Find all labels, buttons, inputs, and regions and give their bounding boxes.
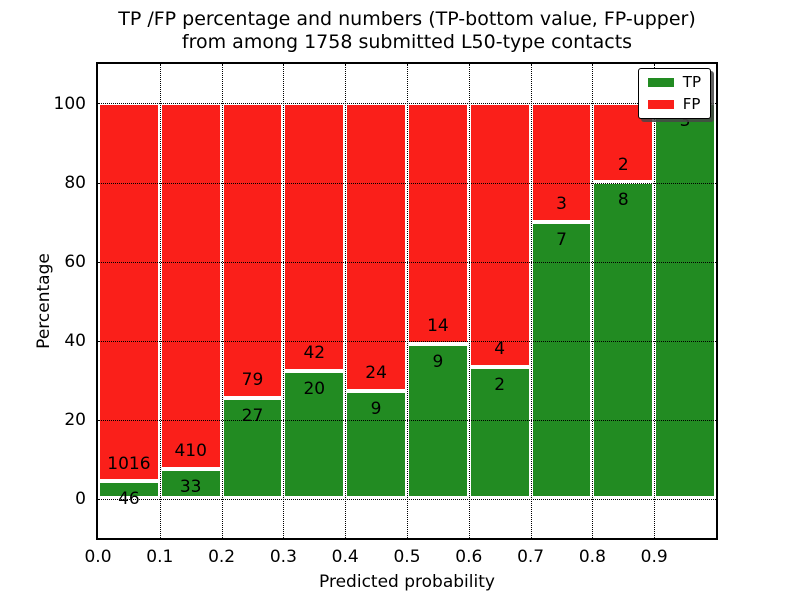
bar-segment-tp — [159, 469, 222, 499]
legend-swatch-tp — [647, 78, 674, 87]
bars-layer — [98, 64, 716, 538]
x-tick-label: 0.8 — [578, 547, 606, 567]
bar-value-label-fp: 4 — [494, 339, 506, 360]
bar-segment-tp — [530, 221, 593, 499]
x-tick-label: 0.0 — [84, 547, 112, 567]
bar-segment-fp — [159, 103, 222, 470]
x-tick-label: 0.3 — [269, 547, 297, 567]
bar-value-label-fp: 1016 — [107, 453, 151, 474]
vertical-gridline — [345, 64, 347, 538]
bar-value-label-tp: 9 — [370, 398, 382, 419]
y-axis-label: Percentage — [34, 253, 54, 349]
vertical-gridline — [468, 64, 470, 538]
bar-segment-fp — [407, 103, 469, 344]
bar-value-label-tp: 33 — [179, 476, 202, 497]
x-tick-label: 0.4 — [331, 547, 359, 567]
x-tick-label: 0.7 — [517, 547, 545, 567]
bar-segment-tp — [98, 481, 160, 499]
bar — [530, 103, 593, 499]
bar-segment-tp — [345, 390, 407, 499]
bar-value-label-tp: 9 — [432, 351, 444, 372]
bar — [345, 103, 407, 499]
bar-value-label-fp: 2 — [617, 154, 629, 175]
legend-label: TP — [682, 73, 701, 91]
grid-layer — [98, 64, 716, 538]
bar-value-label-tp: 46 — [118, 489, 140, 510]
bar-value-label-fp: 79 — [241, 370, 264, 391]
legend-label: FP — [682, 95, 701, 113]
legend: TP FP — [637, 68, 711, 119]
bar-value-label-fp: 410 — [174, 441, 207, 462]
bar — [98, 103, 160, 499]
bar-value-label-fp: 42 — [303, 343, 326, 364]
horizontal-gridline — [98, 340, 716, 342]
bar-segment-fp — [530, 103, 593, 222]
chart-title-line2: from among 1758 submitted L50-type conta… — [181, 31, 633, 53]
chart-title: TP /FP percentage and numbers (TP-bottom… — [96, 8, 718, 54]
x-axis-ticks: 0.0 0.1 0.2 0.3 0.4 0.5 0.6 0.7 0.8 0.9 — [84, 547, 716, 567]
bar-value-label-fp: 3 — [556, 194, 567, 215]
y-tick-label: 100 — [53, 93, 86, 114]
bar — [159, 103, 222, 499]
vertical-gridline — [592, 64, 594, 538]
y-tick-label: 20 — [64, 409, 86, 430]
bar-value-label-tp: 27 — [241, 405, 264, 426]
horizontal-gridline — [98, 103, 716, 105]
bar-value-label-tp: 20 — [303, 378, 326, 399]
y-tick-label: 40 — [64, 330, 86, 351]
y-tick-label: 80 — [64, 172, 86, 193]
x-tick-label: 0.1 — [146, 547, 174, 567]
bar-value-label-tp: 2 — [494, 374, 506, 395]
vertical-gridline — [530, 64, 532, 538]
x-tick-label: 0.6 — [455, 547, 483, 567]
horizontal-gridline — [98, 182, 716, 184]
bar-labels-layer: 1016 46 410 33 79 27 42 20 24 9 14 9 4 2 3 7 2 8 3 — [98, 64, 716, 538]
chart-title-line1: TP /FP percentage and numbers (TP-bottom… — [118, 8, 696, 30]
bar-segment-tp — [283, 371, 346, 499]
bar-value-label-fp: 24 — [365, 362, 387, 383]
x-tick-label: 0.9 — [640, 547, 668, 567]
bar-value-label-tp: 3 — [679, 111, 691, 132]
horizontal-gridline — [98, 261, 716, 263]
bar-value-label-fp: 14 — [427, 316, 449, 337]
vertical-gridline — [654, 64, 656, 538]
bar — [468, 103, 531, 499]
horizontal-gridline — [98, 419, 716, 421]
vertical-gridline — [221, 64, 223, 538]
bar-segment-fp — [468, 103, 531, 367]
vertical-gridline — [159, 64, 161, 538]
vertical-gridline — [283, 64, 285, 538]
legend-swatch-fp — [647, 100, 674, 109]
bar-segment-tp — [592, 182, 655, 499]
legend-item: FP — [647, 95, 701, 113]
plot-area: 1016 46 410 33 79 27 42 20 24 9 14 9 4 2 3 7 2 8 3 TP FP — [96, 62, 718, 540]
x-tick-label: 0.5 — [393, 547, 421, 567]
horizontal-gridline — [98, 498, 716, 500]
y-tick-label: 60 — [64, 251, 86, 272]
x-tick-label: 0.2 — [208, 547, 236, 567]
bar-segment-fp — [98, 103, 160, 482]
y-tick-label: 0 — [75, 488, 86, 509]
x-axis-label: Predicted probability — [319, 572, 495, 592]
bar-value-label-tp: 8 — [617, 190, 629, 211]
legend-item: TP — [647, 73, 701, 91]
vertical-gridline — [407, 64, 408, 538]
bar-value-label-tp: 7 — [556, 229, 567, 250]
